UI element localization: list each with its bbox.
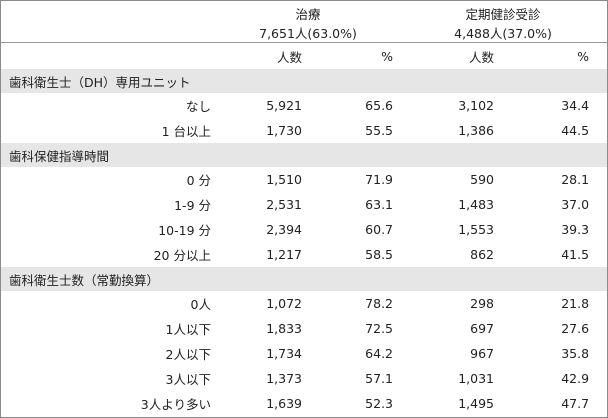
cell-checkup-n: 1,031: [458, 371, 495, 386]
cell-treatment-pct: 72.5: [365, 321, 394, 336]
col-header-pct-checkup: %: [500, 42, 608, 69]
cell-checkup-pct: 37.0: [561, 197, 590, 212]
cell-checkup-pct: 47.7: [561, 396, 590, 411]
header-row-columns: 人数 % 人数 %: [1, 42, 608, 69]
row-label: 3人以下: [165, 372, 211, 387]
cell-checkup-n: 967: [470, 346, 495, 361]
cell-treatment-n: 1,510: [266, 172, 302, 187]
row-label: 1人以下: [165, 322, 211, 337]
row-label: 0 分: [186, 173, 211, 188]
cell-checkup-pct: 27.6: [561, 321, 590, 336]
cell-checkup-pct: 44.5: [561, 123, 590, 138]
table-row: 20 分以上 1,217 58.5 862 41.5: [1, 242, 607, 267]
cell-treatment-pct: 64.2: [365, 346, 394, 361]
table-row: 1-9 分 2,531 63.1 1,483 37.0: [1, 192, 607, 217]
table-row: 0 分 1,510 71.9 590 28.1: [1, 167, 607, 192]
cell-checkup-n: 862: [470, 247, 495, 262]
row-label: 0人: [190, 297, 211, 312]
cell-checkup-n: 590: [470, 172, 495, 187]
col-header-pct-treatment: %: [308, 42, 400, 69]
section-title: 歯科衛生士（DH）専用ユニット: [1, 69, 608, 93]
row-label: なし: [185, 99, 211, 114]
row-label: 2人以下: [165, 347, 211, 362]
header-row-groups: 治療 定期健診受診: [1, 1, 607, 23]
cell-treatment-n: 1,734: [266, 346, 302, 361]
cell-treatment-pct: 52.3: [365, 396, 394, 411]
cell-checkup-pct: 28.1: [561, 172, 590, 187]
cell-treatment-n: 1,833: [266, 321, 302, 336]
cell-checkup-pct: 21.8: [561, 296, 590, 311]
table-row: 0人 1,072 78.2 298 21.8: [1, 291, 607, 316]
cell-checkup-n: 298: [470, 296, 495, 311]
cell-treatment-n: 2,531: [266, 197, 302, 212]
header-row-counts: 7,651人(63.0%) 4,488人(37.0%): [1, 23, 607, 43]
cell-treatment-pct: 71.9: [365, 172, 394, 187]
section-header-row: 歯科衛生士（DH）専用ユニット: [1, 69, 608, 93]
group-checkup-title: 定期健診受診: [465, 7, 541, 22]
table-row: 2人以下 1,734 64.2 967 35.8: [1, 341, 607, 366]
table-row: 1 台以上 1,730 55.5 1,386 44.5: [1, 118, 607, 143]
cell-treatment-n: 5,921: [266, 98, 302, 113]
table-row: なし 5,921 65.6 3,102 34.4: [1, 93, 607, 118]
cell-treatment-pct: 63.1: [365, 197, 394, 212]
cell-checkup-pct: 35.8: [561, 346, 590, 361]
cell-treatment-n: 1,730: [266, 123, 302, 138]
row-label: 20 分以上: [153, 248, 211, 263]
col-header-n-treatment: 人数: [217, 42, 308, 69]
cell-treatment-pct: 57.1: [365, 371, 394, 386]
table-row: 3人より多い 1,639 52.3 1,495 47.7: [1, 391, 607, 416]
cell-treatment-n: 1,639: [266, 396, 302, 411]
cell-treatment-n: 1,217: [266, 247, 302, 262]
section-header-row: 歯科衛生士数（常勤換算）: [1, 267, 608, 291]
cell-checkup-pct: 39.3: [561, 222, 590, 237]
col-header-n-checkup: 人数: [399, 42, 501, 69]
cell-checkup-n: 1,495: [458, 396, 495, 411]
cell-checkup-n: 1,553: [458, 222, 495, 237]
cell-treatment-n: 1,072: [266, 296, 302, 311]
cell-checkup-n: 3,102: [458, 98, 495, 113]
cell-checkup-n: 1,483: [458, 197, 495, 212]
cell-treatment-pct: 60.7: [365, 222, 394, 237]
cell-treatment-pct: 65.6: [365, 98, 394, 113]
cell-checkup-pct: 34.4: [561, 98, 590, 113]
cell-treatment-pct: 58.5: [365, 247, 394, 262]
table-body: 歯科衛生士（DH）専用ユニットなし 5,921 65.6 3,102 34.4 1 台以上…: [1, 69, 608, 416]
section-title: 歯科保健指導時間: [1, 143, 608, 167]
section-header-row: 歯科保健指導時間: [1, 143, 608, 167]
cell-treatment-n: 2,394: [266, 222, 302, 237]
group-checkup-count: 4,488人(37.0%): [454, 26, 552, 41]
group-treatment-title: 治療: [295, 7, 321, 22]
cell-checkup-pct: 42.9: [561, 371, 590, 386]
cell-treatment-n: 1,373: [266, 371, 302, 386]
row-label: 1 台以上: [161, 124, 211, 139]
row-label: 10-19 分: [158, 223, 211, 238]
cell-checkup-n: 1,386: [458, 123, 495, 138]
section-title: 歯科衛生士数（常勤換算）: [1, 267, 608, 291]
group-treatment-count: 7,651人(63.0%): [259, 26, 357, 41]
table-row: 1人以下 1,833 72.5 697 27.6: [1, 316, 607, 341]
table-row: 3人以下 1,373 57.1 1,031 42.9: [1, 366, 607, 391]
header-blank: [1, 1, 217, 23]
cell-checkup-n: 697: [470, 321, 495, 336]
row-label: 3人より多い: [140, 397, 211, 412]
cell-checkup-pct: 41.5: [561, 247, 590, 262]
table-row: 10-19 分 2,394 60.7 1,553 39.3: [1, 217, 607, 242]
cell-treatment-pct: 55.5: [365, 123, 394, 138]
row-label: 1-9 分: [174, 198, 211, 213]
cell-treatment-pct: 78.2: [365, 296, 394, 311]
